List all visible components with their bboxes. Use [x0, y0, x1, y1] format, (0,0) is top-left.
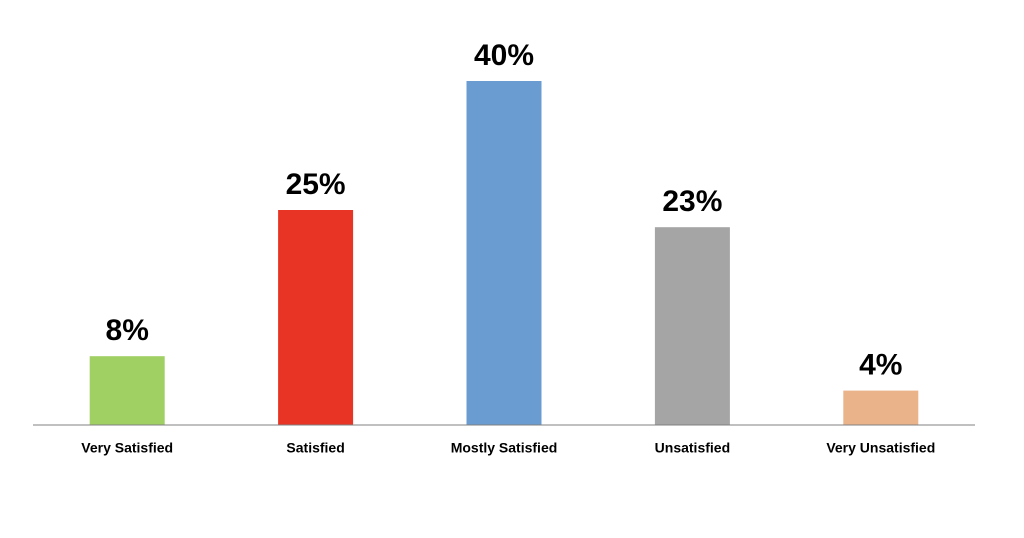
bar [466, 81, 542, 425]
x-tick-label: Mostly Satisfied [451, 440, 558, 456]
value-label: 8% [106, 314, 149, 347]
value-label: 4% [859, 349, 902, 382]
bar [89, 356, 165, 425]
bar [278, 210, 354, 425]
bar [843, 390, 919, 425]
x-tick-label: Satisfied [286, 440, 344, 456]
value-label: 25% [286, 168, 346, 201]
value-label: 40% [474, 39, 534, 72]
value-label: 23% [662, 185, 722, 218]
x-tick-label: Very Satisfied [81, 440, 173, 456]
x-tick-label: Very Unsatisfied [826, 440, 935, 456]
bar [654, 227, 730, 425]
x-tick-label: Unsatisfied [655, 440, 730, 456]
